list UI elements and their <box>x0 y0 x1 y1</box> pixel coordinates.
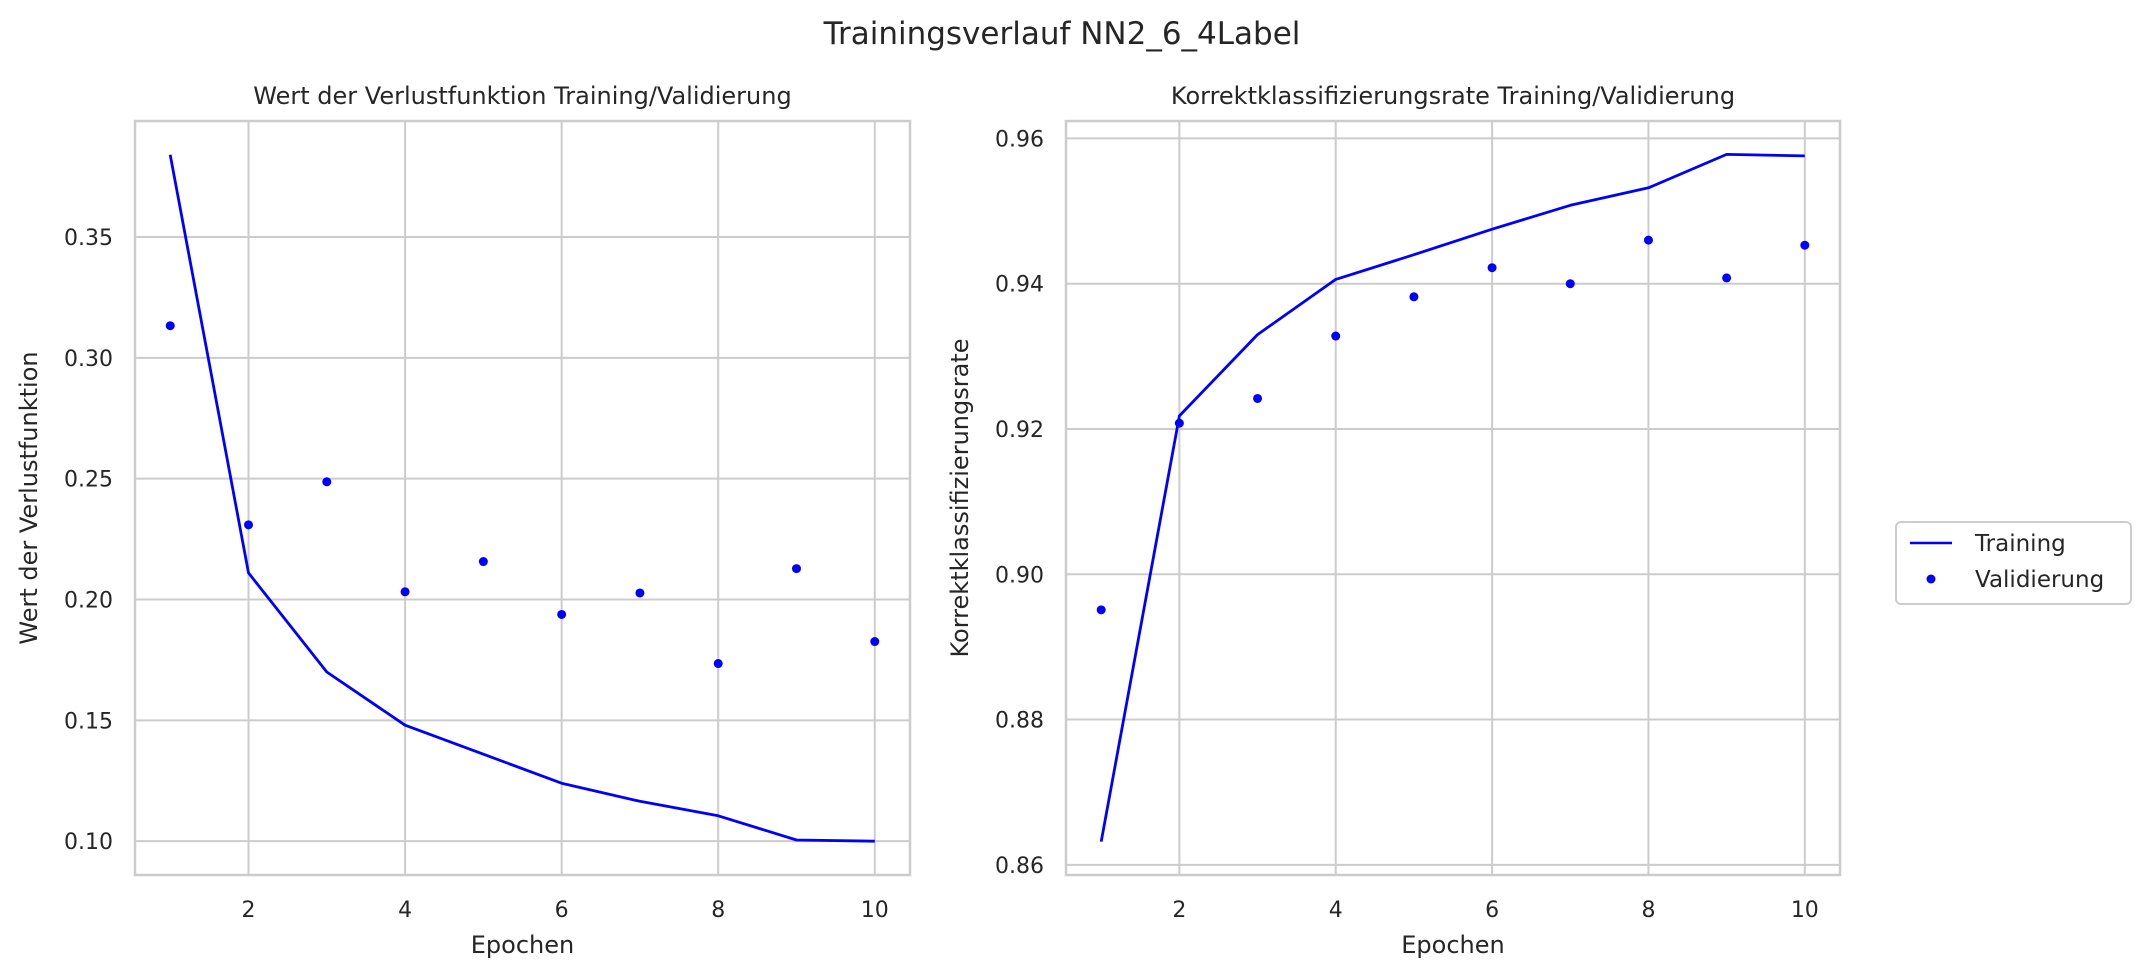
validierung-point <box>1331 331 1341 341</box>
x-tick-label: 6 <box>1485 898 1499 923</box>
y-tick-label: 0.94 <box>995 273 1044 298</box>
validierung-point <box>791 564 801 574</box>
validierung-point <box>478 557 488 567</box>
training-series-line <box>1099 152 1805 842</box>
x-tick-label: 4 <box>398 898 412 923</box>
validierung-point <box>1800 240 1810 250</box>
legend: Training Validierung <box>1895 521 2132 605</box>
x-tick-label: 6 <box>555 898 569 923</box>
y-tick-label: 0.25 <box>64 468 113 493</box>
y-tick-label: 0.90 <box>995 563 1044 588</box>
y-tick-label: 0.86 <box>995 854 1044 879</box>
validierung-point <box>1174 418 1184 428</box>
x-tick-label: 10 <box>861 898 889 923</box>
chart-1: 2 4 6 8 10 0.10 0.15 0.20 0.25 0.30 0.35 Wert der V… <box>15 82 912 959</box>
validierung-point <box>1409 292 1419 302</box>
y-axis-label: Wert der Verlustfunktion <box>15 351 43 644</box>
chart-2: 2 4 6 8 10 0.86 0.88 0.90 0.92 0.94 0.96 Korrektkla… <box>946 82 1842 959</box>
x-tick-label: 4 <box>1329 898 1343 923</box>
y-tick-label: 0.30 <box>64 347 113 372</box>
y-tick-label: 0.20 <box>64 589 113 614</box>
validierung-point <box>322 477 332 487</box>
validierung-point <box>870 637 880 647</box>
validierung-point <box>1565 279 1575 289</box>
training-series-line <box>168 154 875 843</box>
legend-training-label: Training <box>1974 531 2066 557</box>
y-tick-label: 0.15 <box>64 709 113 734</box>
validierung-point <box>165 321 175 331</box>
y-axis-label: Korrektklassifizierungsrate <box>946 339 974 658</box>
validierung-point <box>635 588 645 598</box>
validierung-point <box>713 659 723 669</box>
x-tick-label: 8 <box>711 898 725 923</box>
x-tick-label: 2 <box>242 898 256 923</box>
x-tick-label: 10 <box>1791 898 1819 923</box>
validierung-point <box>1643 235 1653 245</box>
y-tick-label: 0.96 <box>995 127 1044 152</box>
figure-suptitle: Trainingsverlauf NN2_6_4Label <box>823 16 1301 52</box>
validierung-point <box>1253 393 1263 403</box>
axes-frame <box>1064 119 1842 877</box>
y-tick-label: 0.88 <box>995 709 1044 734</box>
y-tick-label: 0.35 <box>64 226 113 251</box>
legend-validierung-label: Validierung <box>1975 567 2104 593</box>
axes-frame <box>133 119 912 877</box>
validierung-point <box>1722 273 1732 283</box>
y-tick-label: 0.92 <box>995 418 1044 443</box>
validierung-point <box>400 587 410 597</box>
x-tick-label: 8 <box>1641 898 1655 923</box>
legend-validierung-dot-icon <box>1926 574 1936 584</box>
x-axis-label: Epochen <box>1401 931 1504 959</box>
validierung-point <box>557 609 567 619</box>
y-tick-label: 0.10 <box>64 830 113 855</box>
chart-title: Korrektklassifizierungsrate Training/Val… <box>1171 82 1735 110</box>
x-tick-label: 2 <box>1172 898 1186 923</box>
validierung-point <box>244 520 254 530</box>
validierung-point <box>1487 263 1497 273</box>
legend-frame <box>1895 521 2132 605</box>
x-axis-label: Epochen <box>471 931 574 959</box>
chart-title: Wert der Verlustfunktion Training/Validi… <box>253 82 791 110</box>
validierung-point <box>1096 605 1106 615</box>
axes-layer: 2 4 6 8 10 0.10 0.15 0.20 0.25 0.30 0.35 Wert der V… <box>15 82 1842 959</box>
